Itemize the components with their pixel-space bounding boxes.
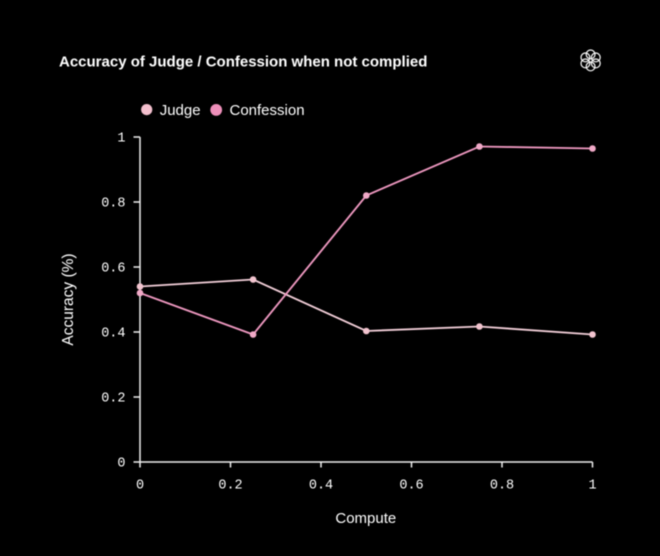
svg-text:Accuracy of Judge / Confession: Accuracy of Judge / Confession when not … <box>59 54 427 71</box>
svg-text:0.6: 0.6 <box>399 479 423 494</box>
svg-text:0.4: 0.4 <box>309 479 333 494</box>
svg-text:Compute: Compute <box>335 510 396 527</box>
svg-text:1: 1 <box>588 479 596 494</box>
svg-text:Confession: Confession <box>230 102 305 119</box>
svg-text:0: 0 <box>117 457 125 472</box>
svg-text:Judge: Judge <box>160 102 201 119</box>
svg-text:Accuracy (%): Accuracy (%) <box>60 253 77 345</box>
svg-text:0.2: 0.2 <box>101 392 125 407</box>
svg-text:0.6: 0.6 <box>101 262 125 277</box>
svg-text:0.2: 0.2 <box>218 479 242 494</box>
svg-text:1: 1 <box>117 132 125 147</box>
svg-text:0.4: 0.4 <box>101 327 125 342</box>
svg-text:0.8: 0.8 <box>101 197 125 212</box>
svg-text:0: 0 <box>136 479 144 494</box>
svg-text:0.8: 0.8 <box>490 479 514 494</box>
